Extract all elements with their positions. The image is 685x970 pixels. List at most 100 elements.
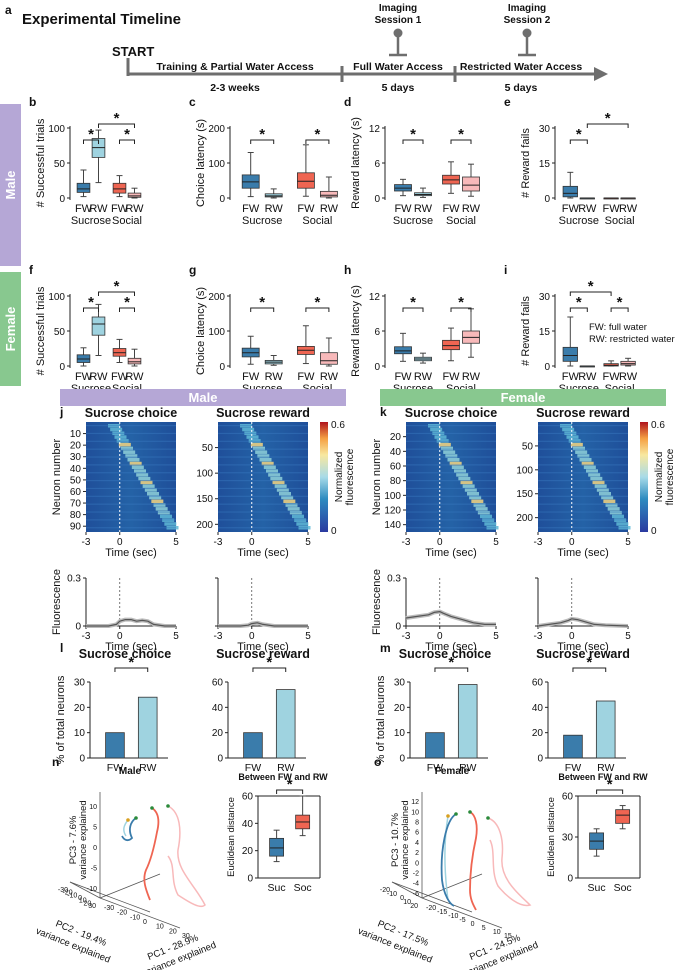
- trajectory-social-fw: [469, 811, 478, 911]
- heatmap-noise-row: [86, 511, 176, 513]
- y-tick-label: 100: [48, 292, 65, 303]
- colorbar-min: 0: [651, 526, 657, 537]
- heatmap-activity-row: [140, 480, 153, 485]
- y-tick-label: 30: [539, 292, 551, 303]
- y-tick-label: 0: [79, 754, 85, 765]
- heatmap-activity-row: [609, 510, 622, 515]
- panel-label-b: b: [29, 95, 36, 109]
- sig-sucrose-fw-rw: [569, 139, 588, 144]
- x-tick-label: 5: [625, 537, 631, 548]
- heatmap-activity-row: [562, 427, 575, 432]
- bar-panel: Sucrose reward 0 20 40 60 FW RW *: [532, 647, 630, 774]
- y-axis-label: # Successful trials: [35, 118, 47, 207]
- pc1-tick-label: -10: [130, 914, 140, 921]
- sig-sucrose-rw-social-rw-star: *: [114, 110, 120, 127]
- heatmap-activity-row: [482, 518, 495, 522]
- y-tick-label: 140: [384, 520, 401, 531]
- bar-fw: [563, 734, 583, 759]
- heatmap-activity-row: [285, 503, 298, 507]
- female-header-label: Female: [501, 390, 546, 405]
- heatmap-activity-row: [116, 439, 129, 443]
- heatmap-noise-row: [538, 519, 628, 521]
- heatmap-activity-row: [248, 439, 261, 443]
- y-axis-label: Reward latency (s): [350, 117, 362, 209]
- x-tick-label: 5: [305, 537, 311, 548]
- y-axis-label: Fluorescence: [371, 569, 383, 635]
- y-tick-label: 40: [532, 703, 544, 714]
- colorbar-label-line1: Normalized: [654, 452, 665, 503]
- y-tick-label: 0: [59, 362, 65, 373]
- x-tick-label: RW: [139, 762, 156, 774]
- sig-sucrose-fw-rw-star: *: [88, 294, 94, 311]
- heatmap-noise-row: [406, 464, 496, 466]
- bar-rw: [457, 684, 478, 759]
- heatmap-activity-row: [283, 499, 296, 504]
- heatmap-activity-row: [134, 469, 146, 473]
- heatmap-activity-row: [447, 458, 460, 462]
- pca-title: Female: [435, 766, 470, 777]
- heatmap-noise-row: [86, 487, 176, 490]
- heatmap-activity-row: [436, 439, 449, 443]
- y-tick-label: 20: [532, 728, 544, 739]
- x-axis-label: Time (sec): [105, 547, 157, 559]
- y-axis-label: Neuron number: [51, 438, 63, 515]
- heatmap-noise-row: [406, 487, 496, 490]
- heatmap-noise-row: [86, 480, 176, 482]
- x-label-rw: RW: [414, 203, 433, 215]
- x-axis-label: Time (sec): [105, 641, 157, 653]
- x-group-sucrose: Sucrose: [71, 215, 111, 227]
- heatmap-activity-row: [266, 469, 278, 473]
- y-tick-label: 60: [390, 462, 402, 473]
- heatmap-activity-row: [276, 488, 289, 492]
- heatmap-activity-row: [464, 488, 477, 492]
- y-tick-label: 80: [390, 476, 402, 487]
- pc1-front-edge: [391, 881, 473, 913]
- x-tick-label: -3: [534, 631, 543, 642]
- heatmap-noise-row: [406, 480, 496, 482]
- heatmap-activity-row: [294, 518, 307, 522]
- heatmap-activity-row: [475, 507, 488, 511]
- y-tick-label: 12: [369, 292, 381, 303]
- x-tick-label: Soc: [614, 882, 632, 894]
- phase-3-duration: 5 days: [505, 82, 538, 94]
- pc2-tick-label: -30: [58, 887, 68, 894]
- heatmap-activity-row: [449, 461, 462, 466]
- x-axis-label: Time (sec): [557, 641, 609, 653]
- heatmap-activity-row: [268, 473, 281, 477]
- pc3-tick-label: 2: [415, 850, 419, 857]
- heatmap-noise-row: [86, 425, 176, 427]
- heatmap-title: Sucrose choice: [85, 406, 177, 420]
- trace-mean-line: [405, 610, 496, 626]
- heatmap-activity-row: [292, 514, 304, 519]
- y-tick-label: 150: [196, 494, 213, 505]
- heatmap-activity-row: [579, 458, 592, 462]
- sig-fw-rw: [114, 667, 149, 672]
- sig-social-fw-rw: [450, 307, 472, 312]
- heatmap-noise-row: [538, 527, 628, 529]
- y-tick-label: 200: [208, 292, 225, 303]
- y-tick-label: 200: [196, 520, 213, 531]
- pc1-tick-label: -30: [104, 905, 114, 912]
- y-tick-label: 0: [75, 622, 81, 633]
- sig-sucrose-fw-rw-star: *: [259, 126, 265, 143]
- bar-fw: [105, 732, 125, 759]
- panel-label-a: a: [5, 3, 12, 17]
- y-tick-label: 10: [70, 429, 82, 440]
- x-tick-label: -3: [534, 537, 543, 548]
- colorbar: [640, 422, 648, 532]
- y-tick-label: 60: [562, 792, 574, 803]
- x-tick-label: 0: [117, 537, 123, 548]
- pc2-tick-label: -20: [63, 890, 73, 897]
- y-tick-label: 100: [208, 327, 225, 338]
- trajectory-event-marker: [150, 806, 154, 810]
- heatmap-activity-row: [564, 431, 577, 436]
- pc1-tick-label: 15: [504, 933, 512, 940]
- x-axis-label: Time (sec): [237, 641, 289, 653]
- heatmap-noise-row: [218, 425, 308, 427]
- pc3-tick-label: 5: [93, 825, 97, 832]
- heatmap-noise-row: [86, 448, 176, 450]
- y-tick-label: 0: [399, 754, 405, 765]
- pc3-tick-label: 0: [93, 845, 97, 852]
- pc1-front-edge: [69, 881, 151, 913]
